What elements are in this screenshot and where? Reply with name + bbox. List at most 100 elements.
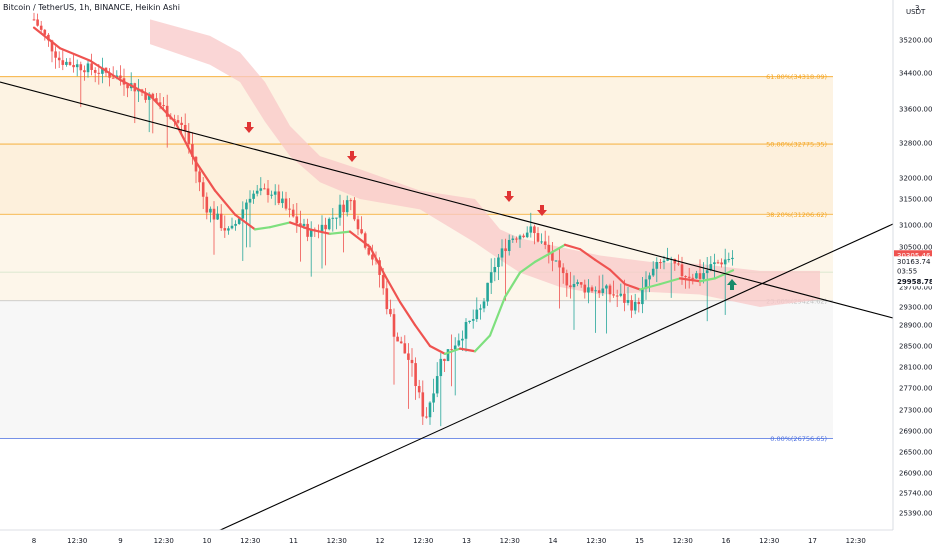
candle <box>399 336 403 344</box>
fib-level-label: 0.00%(26756.65) <box>770 435 827 443</box>
time-axis[interactable]: 8 12:30 9 12:30 10 12:30 11 12:30 12 12:30 13 12:30… <box>0 529 932 550</box>
candle <box>471 309 475 329</box>
ma-segment <box>328 230 352 235</box>
candle <box>234 220 237 231</box>
ma-segment <box>288 221 312 231</box>
candle <box>569 271 572 299</box>
candle <box>615 289 619 308</box>
ma-segment <box>678 277 702 283</box>
candle <box>219 204 223 231</box>
price-badge-label: 30163.74 <box>897 258 931 266</box>
candle <box>176 115 180 125</box>
descending-trendline[interactable] <box>0 81 894 319</box>
ma-segment <box>58 47 92 62</box>
y-tick-label: 30500.00 <box>899 244 932 252</box>
candle <box>507 234 511 256</box>
candle <box>389 299 392 317</box>
candle <box>198 166 201 192</box>
ma-segment <box>593 258 612 271</box>
x-tick-label: 14 <box>549 537 558 545</box>
candle <box>594 286 597 333</box>
candle <box>497 254 500 281</box>
x-tick-label: 12:30 <box>67 537 87 545</box>
price-badge-label: 29958.78 <box>897 278 932 286</box>
candle <box>299 210 302 262</box>
candle <box>331 208 335 232</box>
candle <box>119 65 122 86</box>
candle <box>266 179 270 203</box>
candle <box>522 233 525 239</box>
menu-label[interactable]: 3 <box>915 4 919 12</box>
candle <box>439 353 443 427</box>
candle <box>65 58 68 67</box>
candle <box>324 217 327 266</box>
candle <box>536 227 540 243</box>
candle <box>50 39 54 63</box>
ma-segment <box>413 323 432 348</box>
candle <box>212 201 216 255</box>
y-tick-label: 27700.00 <box>899 385 932 393</box>
y-tick-label: 27300.00 <box>899 407 932 415</box>
fib-level-label: 38.20%(31206.62) <box>766 211 827 219</box>
candle <box>695 270 698 279</box>
candle <box>619 283 623 298</box>
ma-segment <box>193 159 217 192</box>
candle <box>641 277 644 314</box>
candle <box>565 269 569 297</box>
candle <box>651 261 655 278</box>
buy-arrow-icon <box>727 279 737 290</box>
ma-segment <box>503 271 522 299</box>
candle <box>511 235 515 243</box>
candle <box>551 242 554 272</box>
ma-segment <box>428 344 447 355</box>
candle <box>626 287 630 306</box>
fibonacci-retracement[interactable]: 61.80%(34318.09) 50.00%(32775.35) 38.20%(3… <box>0 73 833 443</box>
candle <box>68 57 72 66</box>
candle <box>464 318 468 352</box>
ma-segment <box>398 300 417 327</box>
candle <box>392 308 396 385</box>
ma-segment <box>268 221 292 229</box>
y-tick-label: 33600.00 <box>899 106 932 114</box>
candle <box>263 183 266 190</box>
ma-segment <box>473 334 492 353</box>
candle <box>227 226 230 235</box>
trendlines[interactable] <box>0 81 894 533</box>
candle <box>216 206 219 220</box>
candle <box>90 53 93 76</box>
candle <box>349 198 353 211</box>
ma-segment <box>148 94 177 123</box>
ma-segment <box>578 248 597 261</box>
ma-segment <box>623 283 642 291</box>
x-tick-label: 12:30 <box>586 537 606 545</box>
x-tick-label: 16 <box>722 537 731 545</box>
candle <box>79 61 83 108</box>
candle <box>162 97 165 110</box>
candle <box>558 248 561 309</box>
candle <box>493 257 497 282</box>
candle <box>255 184 259 197</box>
chart-title: Bitcoin / TetherUS, 1h, BINANCE, Heikin … <box>3 3 180 12</box>
cloud-area <box>150 19 820 307</box>
ma-segment <box>698 277 717 283</box>
ascending-trendline[interactable] <box>215 223 894 533</box>
currency-label[interactable]: USDT <box>906 8 926 16</box>
candle <box>432 378 435 413</box>
candle <box>83 65 86 81</box>
candle <box>547 235 551 264</box>
price-axis[interactable]: 25390.00 25740.00 26090.00 26500.00 26900.00… <box>892 0 932 550</box>
ma-segment <box>348 230 372 249</box>
x-tick-label: 12 <box>376 537 385 545</box>
candle <box>597 275 601 298</box>
candle <box>291 204 295 218</box>
ma-segment <box>233 213 257 231</box>
candle <box>320 215 324 269</box>
candle <box>583 279 587 299</box>
candle <box>259 177 263 196</box>
candle <box>500 239 504 267</box>
sell-arrow-icon <box>347 151 357 162</box>
candle <box>515 236 518 243</box>
candle <box>385 280 389 315</box>
candle <box>410 348 414 377</box>
